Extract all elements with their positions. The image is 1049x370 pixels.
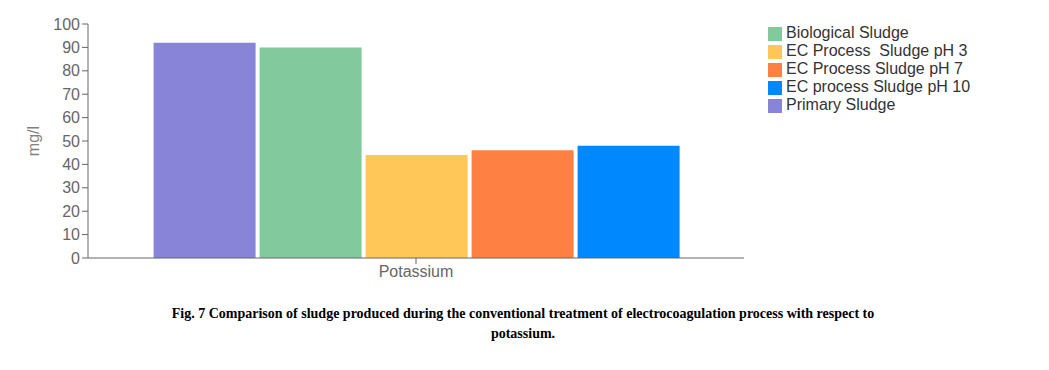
svg-text:0: 0 <box>71 250 80 267</box>
html-text:Fig. 7 Comparison of sludge pr: Fig. 7 Comparison of sludge produced dur… <box>171 306 875 321</box>
svg-text:60: 60 <box>62 109 80 126</box>
svg-text:100: 100 <box>53 16 80 33</box>
html-text:Primary Sludge: Primary Sludge <box>786 96 896 113</box>
svg-text:50: 50 <box>62 133 80 150</box>
html-text:potassium.: potassium. <box>490 326 556 341</box>
html-text:EC Process Sludge pH 3: EC Process Sludge pH 3 <box>786 42 968 59</box>
html-text:EC process Sludge pH 10: EC process Sludge pH 10 <box>786 78 971 95</box>
svg-text:20: 20 <box>62 203 80 220</box>
svg-text:10: 10 <box>62 226 80 243</box>
html-text:EC Process Sludge pH 7: EC Process Sludge pH 7 <box>786 60 963 77</box>
svg-text:mg/l: mg/l <box>25 126 42 156</box>
svg-text:90: 90 <box>62 39 80 56</box>
svg-text:80: 80 <box>62 62 80 79</box>
svg-text:40: 40 <box>62 156 80 173</box>
svg-text:30: 30 <box>62 179 80 196</box>
html-text:Biological Sludge: Biological Sludge <box>786 24 909 41</box>
svg-text:70: 70 <box>62 86 80 103</box>
svg-text:Potassium: Potassium <box>379 263 454 280</box>
